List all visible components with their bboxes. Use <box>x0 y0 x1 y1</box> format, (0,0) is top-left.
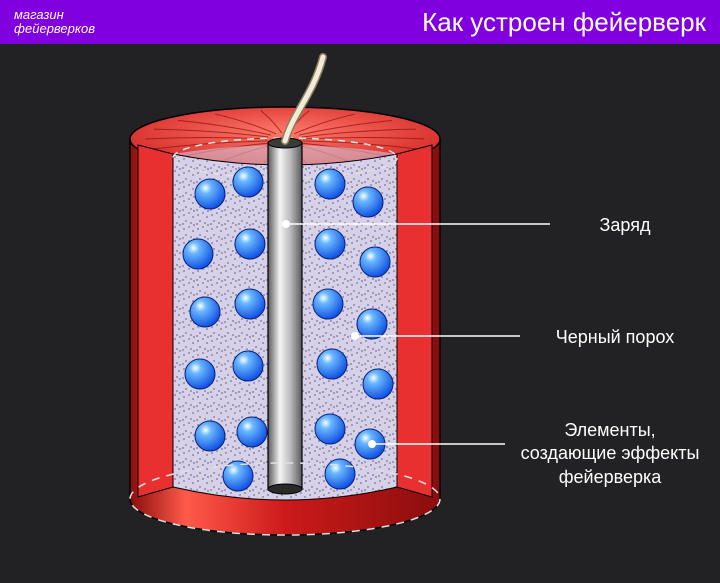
callout-label-1: Черный порох <box>525 326 705 349</box>
logo-line-2: фейерверков <box>14 22 95 36</box>
callout-label-0: Заряд <box>555 214 695 237</box>
brand-logo: магазин фейерверков <box>14 8 95 37</box>
callout-label-2: Элементы,создающие эффектыфейерверка <box>510 419 710 489</box>
logo-line-1: магазин <box>14 8 95 22</box>
page-title: Как устроен фейерверк <box>422 7 706 38</box>
firework-diagram <box>0 44 720 583</box>
header-bar: магазин фейерверков Как устроен фейервер… <box>0 0 720 44</box>
